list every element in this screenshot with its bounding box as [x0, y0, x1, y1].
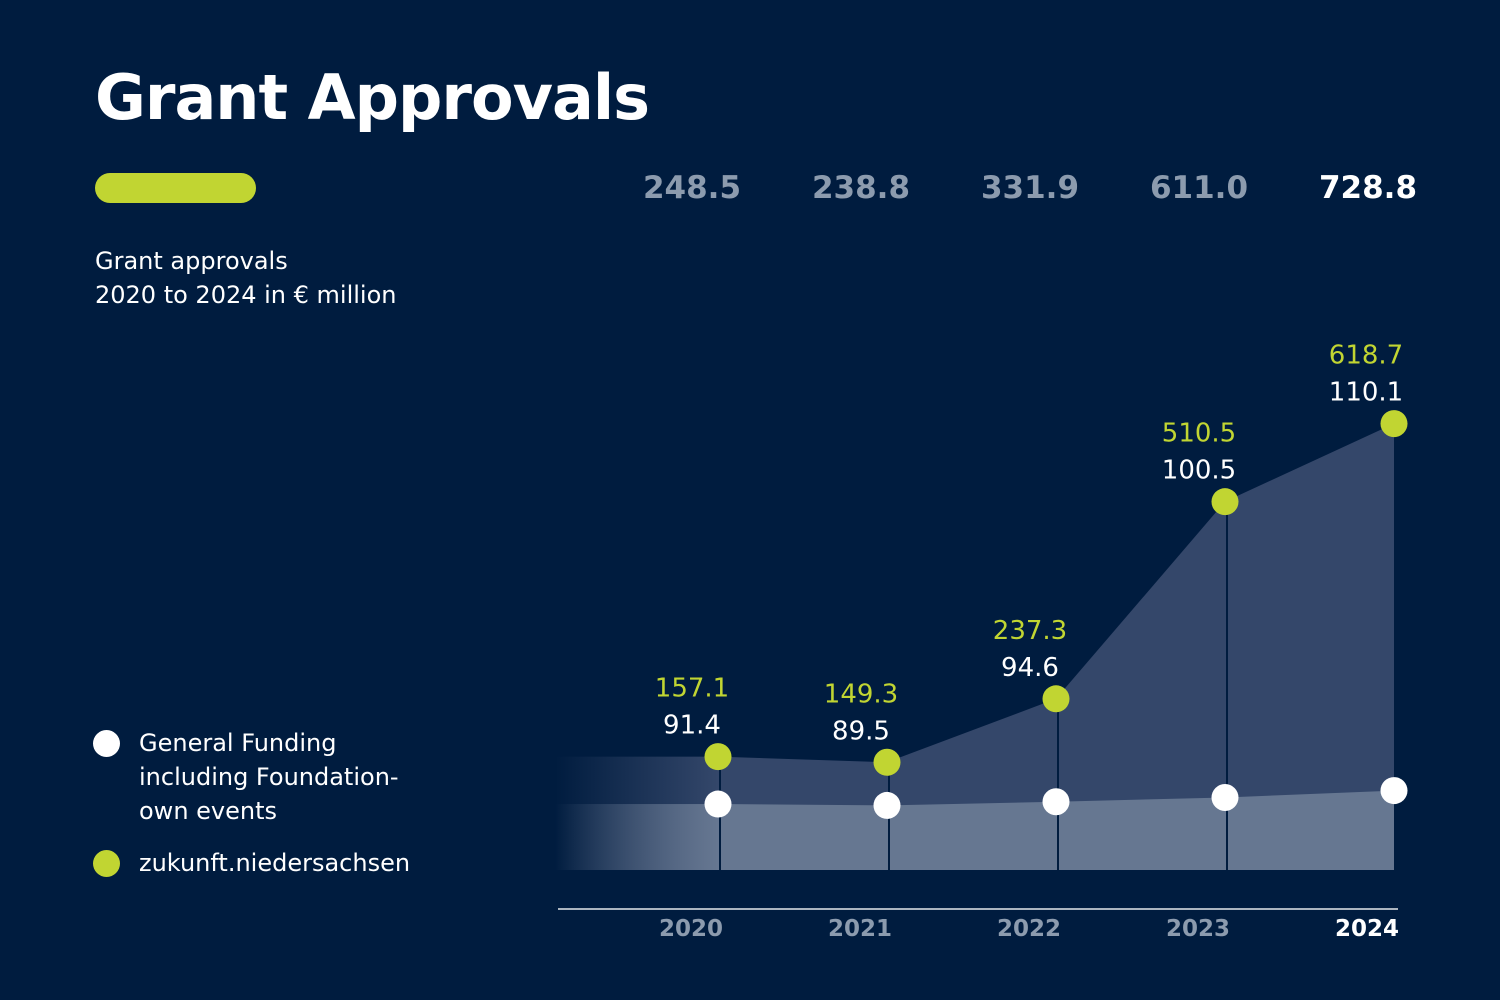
- general-funding-area-fade: [555, 804, 718, 870]
- general-funding-data-label: 94.6: [1001, 653, 1059, 683]
- zukunft-point-2020: [704, 743, 732, 771]
- zukunft-data-label: 618.7: [1329, 341, 1403, 371]
- total-label: 728.8: [1319, 170, 1417, 206]
- legend-item-general-funding: General Funding including Foundation- ow…: [93, 726, 449, 828]
- general-funding-point-2023: [1211, 783, 1239, 811]
- chart-subtitle: Grant approvals 2020 to 2024 in € millio…: [95, 244, 397, 312]
- general-funding-point-2020: [704, 790, 732, 818]
- total-label: 248.5: [643, 170, 741, 206]
- zukunft-point-2021: [873, 748, 901, 776]
- zukunft-data-label: 157.1: [655, 674, 729, 704]
- total-label: 611.0: [1150, 170, 1248, 206]
- total-label: 238.8: [812, 170, 910, 206]
- x-tick-label: 2020: [659, 916, 723, 942]
- legend: General Funding including Foundation- ow…: [93, 726, 449, 880]
- zukunft-area: [718, 423, 1394, 870]
- green-circle-icon: [93, 850, 120, 877]
- zukunft-data-label: 149.3: [824, 679, 898, 709]
- x-tick-label: 2022: [997, 916, 1061, 942]
- zukunft-data-label: 510.5: [1162, 419, 1236, 449]
- x-tick-label: 2021: [828, 916, 892, 942]
- total-label: 331.9: [981, 170, 1079, 206]
- zukunft-point-2023: [1211, 488, 1239, 516]
- general-funding-point-2024: [1380, 777, 1408, 805]
- general-funding-data-label: 100.5: [1162, 456, 1236, 486]
- accent-bar: [95, 173, 256, 203]
- chart-title: Grant Approvals: [95, 61, 650, 134]
- legend-label: General Funding including Foundation- ow…: [139, 729, 399, 825]
- zukunft-point-2024: [1380, 410, 1408, 438]
- general-funding-data-label: 89.5: [832, 716, 890, 746]
- x-tick-label: 2024: [1335, 916, 1399, 942]
- legend-item-zukunft: zukunft.niedersachsen: [93, 846, 449, 880]
- white-circle-icon: [93, 730, 120, 757]
- legend-label: zukunft.niedersachsen: [139, 849, 411, 877]
- general-funding-point-2021: [873, 791, 901, 819]
- subtitle-line-1: Grant approvals: [95, 247, 288, 275]
- general-funding-data-label: 110.1: [1329, 378, 1403, 408]
- subtitle-line-2: 2020 to 2024 in € million: [95, 281, 397, 309]
- general-funding-point-2022: [1042, 788, 1070, 816]
- zukunft-point-2022: [1042, 685, 1070, 713]
- general-funding-data-label: 91.4: [663, 711, 721, 741]
- zukunft-data-label: 237.3: [993, 616, 1067, 646]
- x-tick-label: 2023: [1166, 916, 1230, 942]
